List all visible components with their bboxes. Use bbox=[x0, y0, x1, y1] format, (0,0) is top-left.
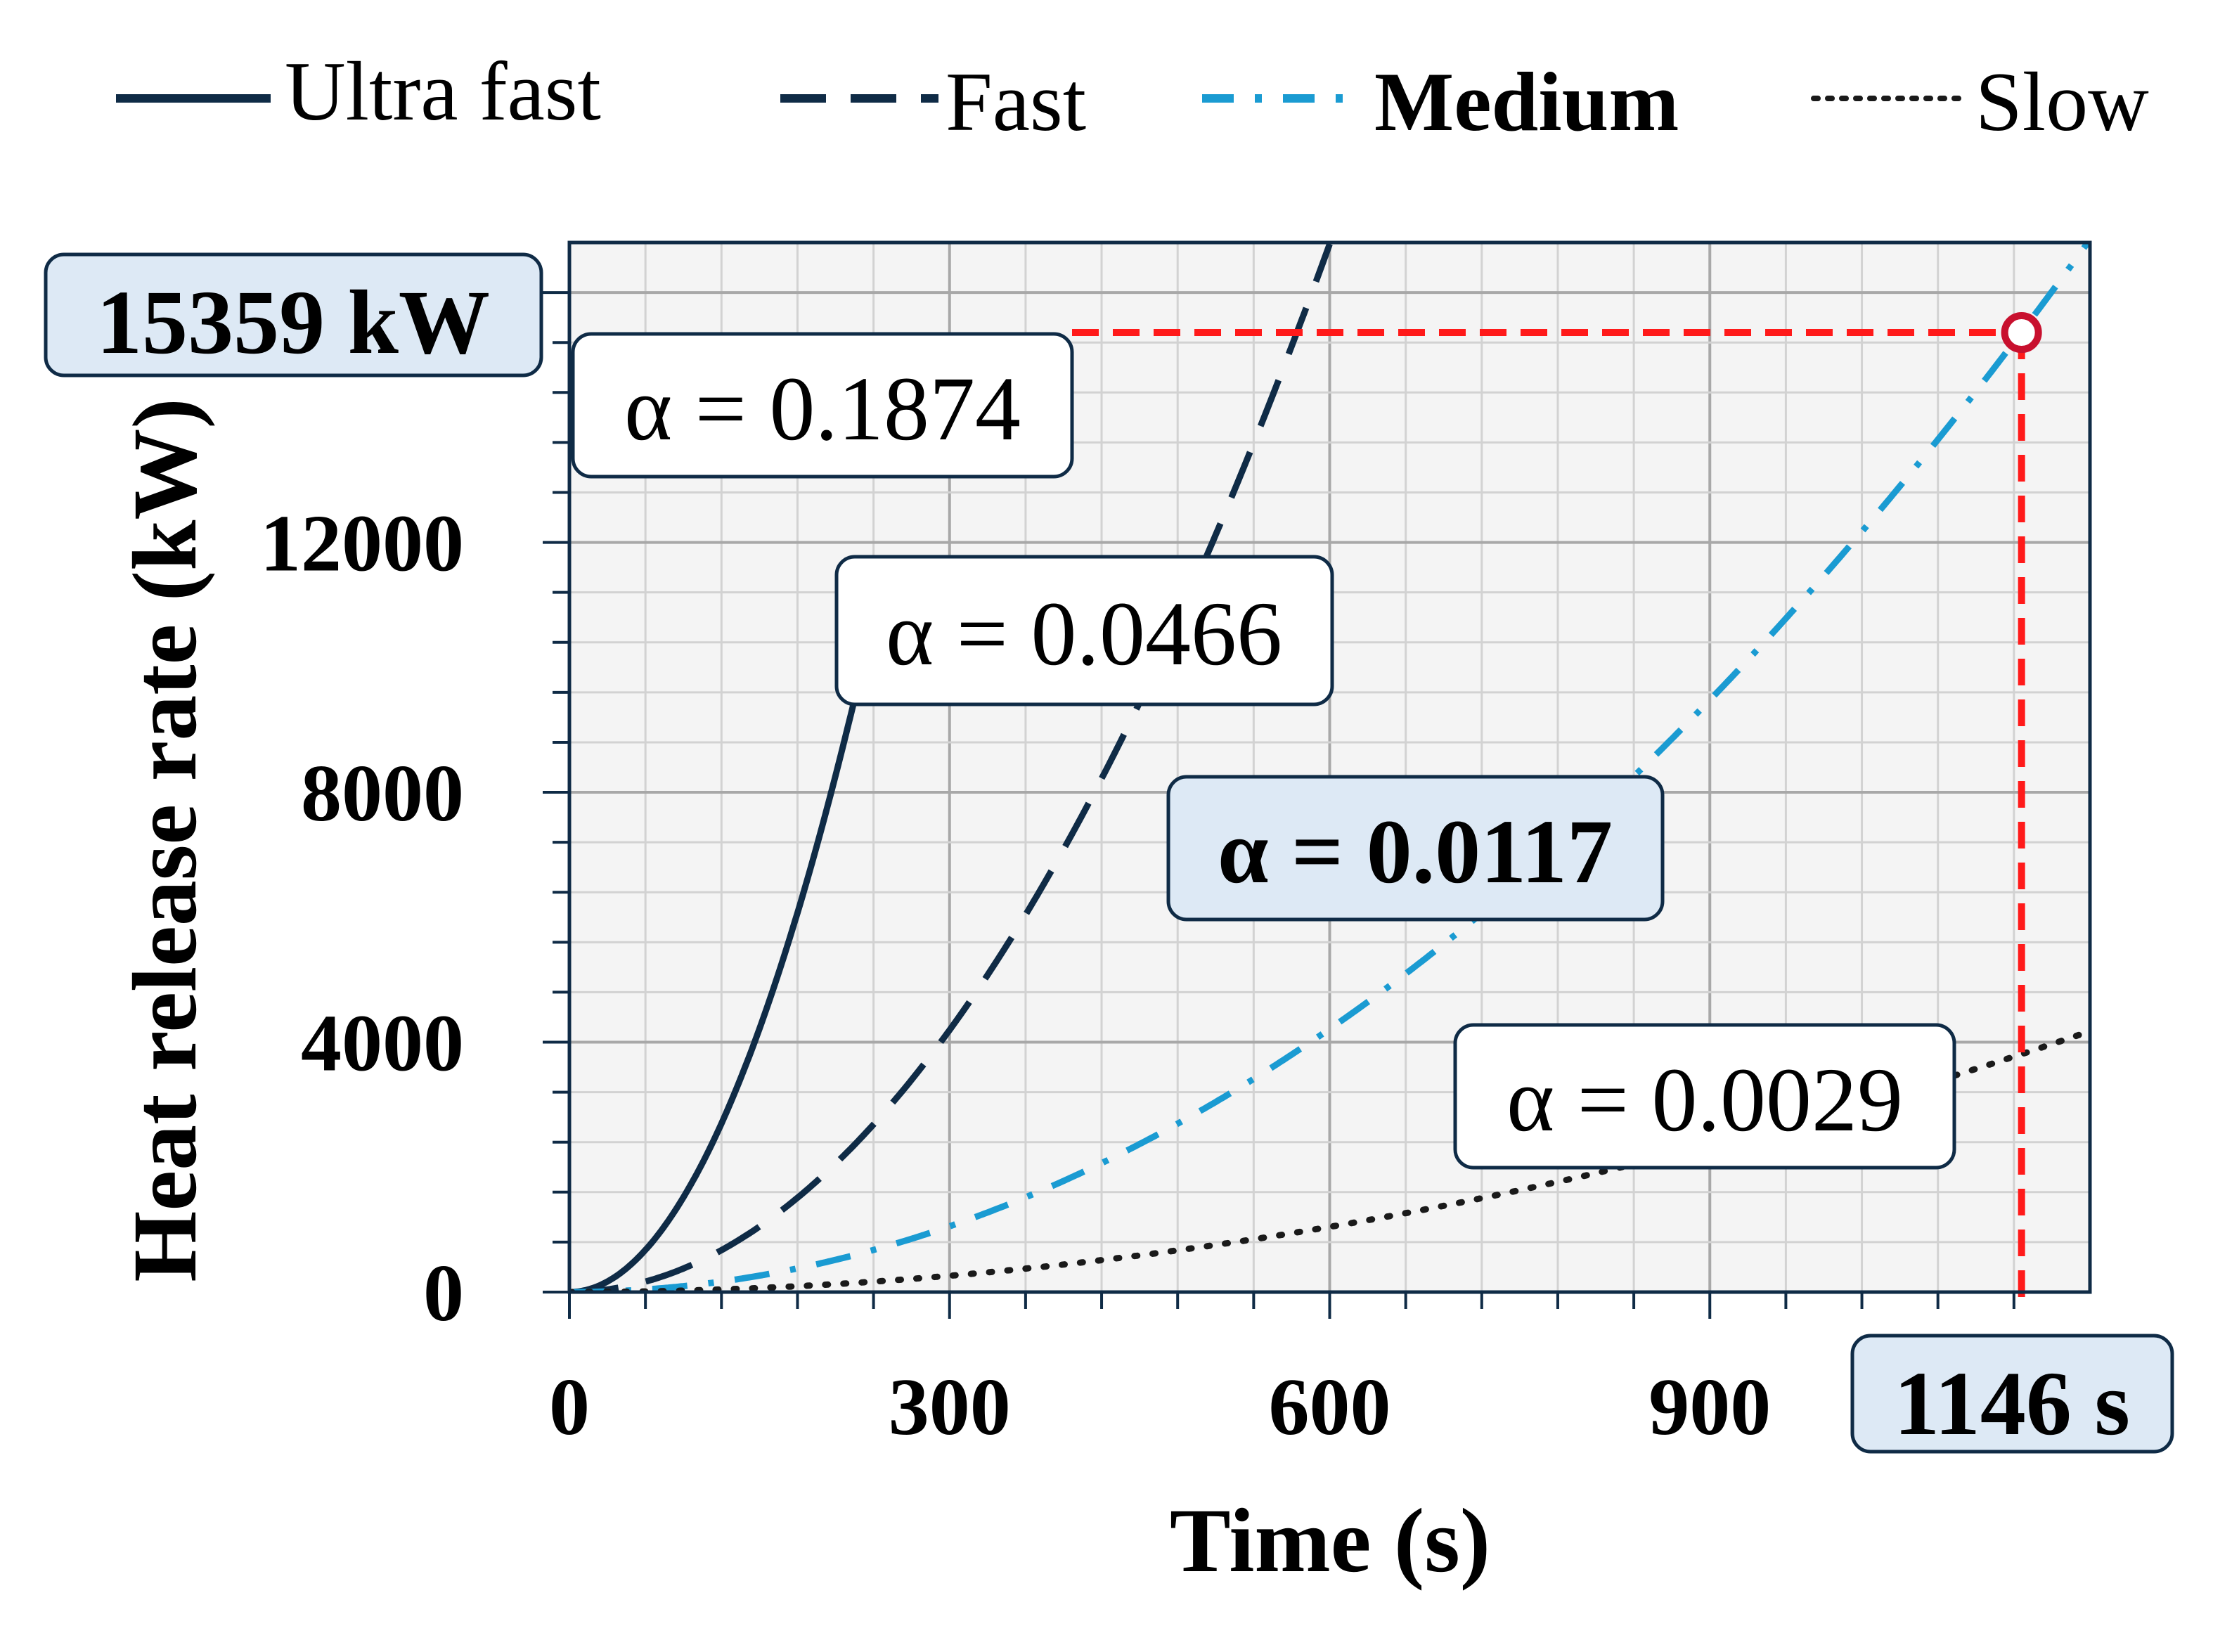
x-tick-label: 600 bbox=[1269, 1362, 1391, 1452]
legend-item-ultra-fast: Ultra fast bbox=[116, 44, 601, 138]
annotation-label-medium: α = 0.0117 bbox=[1218, 801, 1613, 903]
y-callout-label: 15359 kW bbox=[96, 272, 490, 373]
x-tick-label: 0 bbox=[549, 1362, 590, 1452]
x-tick-label: 900 bbox=[1648, 1362, 1771, 1452]
tick-labels: 0 300 600 900 0 4000 8000 12000 bbox=[260, 499, 1771, 1452]
reference-lines bbox=[1072, 312, 2042, 1311]
annotation-box-fast bbox=[834, 555, 1334, 706]
y-callout-box bbox=[44, 252, 543, 377]
highlight-point-marker bbox=[2001, 312, 2042, 354]
series-line-ultra-fast bbox=[569, 560, 889, 1292]
alpha-annotations: α = 0.1874 α = 0.0466 α = 0.0117 α = 0.0… bbox=[571, 332, 1956, 1170]
x-callout-label: 1146 s bbox=[1894, 1353, 2130, 1454]
annotation-medium: α = 0.0117 bbox=[1166, 775, 1665, 922]
legend-item-slow: Slow bbox=[1811, 55, 2149, 148]
legend-item-medium: Medium bbox=[1202, 55, 1679, 148]
annotation-ultra-fast: α = 0.1874 bbox=[571, 332, 1074, 479]
annotation-fast: α = 0.0466 bbox=[834, 555, 1334, 706]
annotation-box-slow bbox=[1453, 1023, 1956, 1170]
x-callout-box bbox=[1850, 1334, 2174, 1454]
annotation-label-slow: α = 0.0029 bbox=[1506, 1050, 1903, 1151]
annotation-label-ultra-fast: α = 0.1874 bbox=[624, 359, 1021, 460]
annotation-box-ultra-fast bbox=[571, 332, 1074, 479]
series-line-medium bbox=[569, 243, 2090, 1292]
y-tick-label: 8000 bbox=[301, 749, 464, 839]
x-tick-label: 300 bbox=[889, 1362, 1011, 1452]
y-tick-label: 4000 bbox=[301, 999, 464, 1089]
annotation-box-medium bbox=[1166, 775, 1665, 922]
y-tick-label: 0 bbox=[423, 1248, 464, 1338]
axis-ticks bbox=[543, 291, 2015, 1319]
y-axis-title: Heat release rate (kW) bbox=[115, 398, 216, 1282]
legend-item-fast: Fast bbox=[780, 55, 1086, 148]
legend-label-medium: Medium bbox=[1374, 55, 1679, 148]
y-tick-label: 12000 bbox=[260, 499, 464, 589]
legend-label-fast: Fast bbox=[946, 55, 1086, 148]
legend: Ultra fast Fast Medium Slow bbox=[116, 44, 2149, 148]
x-callout: 1146 s bbox=[1850, 1334, 2174, 1454]
annotation-slow: α = 0.0029 bbox=[1453, 1023, 1956, 1170]
legend-label-ultra-fast: Ultra fast bbox=[285, 44, 601, 138]
legend-label-slow: Slow bbox=[1975, 55, 2149, 148]
x-axis-title: Time (s) bbox=[1170, 1490, 1490, 1592]
y-callout: 15359 kW bbox=[44, 252, 543, 377]
annotation-label-fast: α = 0.0466 bbox=[886, 583, 1282, 685]
